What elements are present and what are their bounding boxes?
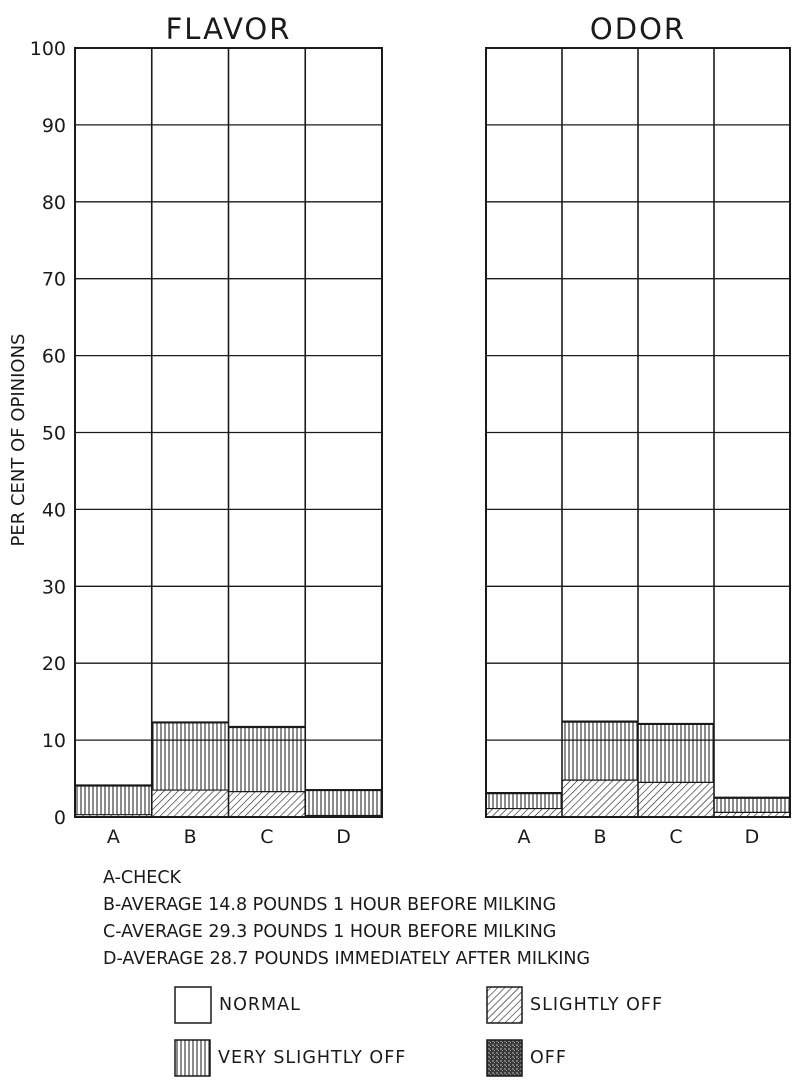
legend-label-normal: NORMAL: [219, 995, 301, 1015]
y-tick-label: 90: [42, 115, 66, 137]
plot-frame: [485, 47, 791, 818]
y-tick-label: 50: [42, 423, 66, 445]
bar-odor-c-very-slightly-off: [638, 723, 714, 783]
x-tick-label: D: [745, 826, 760, 848]
bar-odor-d-slightly-off: [714, 812, 790, 817]
x-tick-label: B: [593, 826, 606, 848]
panel-flavor: FLAVOR A B C D: [74, 12, 383, 848]
bar-odor-d-very-slightly-off: [714, 797, 790, 813]
legend-label-slightly-off: SLIGHTLY OFF: [530, 995, 663, 1015]
legend-label-very-slightly-off: VERY SLIGHTLY OFF: [218, 1048, 406, 1068]
panel-title: FLAVOR: [166, 12, 292, 46]
category-key-d: D-AVERAGE 28.7 POUNDS IMMEDIATELY AFTER …: [103, 949, 590, 969]
category-key-a: A-CHECK: [103, 868, 182, 888]
bar-flavor-d-very-slightly-off: [305, 790, 382, 816]
legend-swatch-slightly-off: [486, 986, 523, 1024]
legend-label-off: OFF: [530, 1048, 567, 1068]
bar-flavor-a-very-slightly-off: [75, 785, 152, 815]
x-tick-label: D: [336, 826, 351, 848]
bar-odor-a-very-slightly-off: [486, 793, 562, 809]
x-tick-label: A: [518, 826, 531, 848]
y-tick-label: 70: [42, 269, 66, 291]
legend-swatch-off: [486, 1039, 523, 1077]
bar-odor-c-slightly-off: [638, 782, 714, 817]
x-tick-label: C: [260, 826, 273, 848]
y-tick-label: 0: [54, 807, 66, 829]
bar-odor-a-slightly-off: [486, 808, 562, 817]
bar-flavor-a-slightly-off: [75, 814, 152, 817]
y-tick-label: 10: [42, 730, 66, 752]
bar-flavor-b-very-slightly-off: [151, 722, 229, 791]
legend-swatch-normal: [174, 986, 212, 1024]
bar-odor-b-very-slightly-off: [562, 721, 638, 781]
x-tick-label: B: [184, 826, 197, 848]
x-tick-label: C: [669, 826, 682, 848]
bar-flavor-c-slightly-off: [228, 791, 306, 817]
plot-frame: [74, 47, 383, 818]
y-tick-label: 40: [42, 499, 66, 521]
y-tick-label: 20: [42, 653, 66, 675]
y-tick-label: 30: [42, 576, 66, 598]
legend-swatch-very-slightly-off: [174, 1039, 211, 1077]
bar-flavor-b-slightly-off: [151, 790, 229, 817]
category-key-b: B-AVERAGE 14.8 POUNDS 1 HOUR BEFORE MILK…: [103, 895, 556, 915]
bar-flavor-c-very-slightly-off: [228, 727, 306, 792]
panel-title: ODOR: [590, 12, 686, 46]
panel-odor: ODOR A B C D: [485, 12, 791, 848]
y-tick-label: 60: [42, 346, 66, 368]
category-key-c: C-AVERAGE 29.3 POUNDS 1 HOUR BEFORE MILK…: [103, 922, 556, 942]
y-tick-label: 100: [30, 38, 66, 60]
y-axis-label: PER CENT OF OPINIONS: [8, 334, 29, 547]
x-tick-label: A: [107, 826, 120, 848]
bar-odor-b-slightly-off: [562, 780, 638, 817]
y-tick-label: 80: [42, 192, 66, 214]
